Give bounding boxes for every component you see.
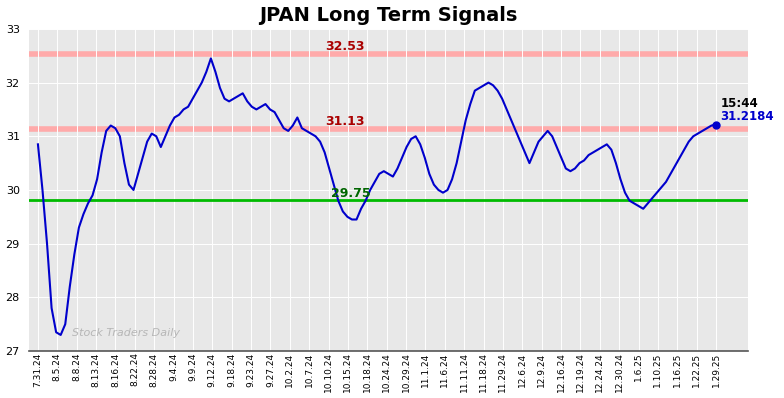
Title: JPAN Long Term Signals: JPAN Long Term Signals xyxy=(260,6,517,25)
Text: 15:44: 15:44 xyxy=(720,98,758,110)
Text: 29.75: 29.75 xyxy=(332,187,371,200)
Text: Stock Traders Daily: Stock Traders Daily xyxy=(72,328,180,338)
Text: 31.2184: 31.2184 xyxy=(720,110,775,123)
Text: 32.53: 32.53 xyxy=(325,40,365,53)
Text: 31.13: 31.13 xyxy=(325,115,365,128)
